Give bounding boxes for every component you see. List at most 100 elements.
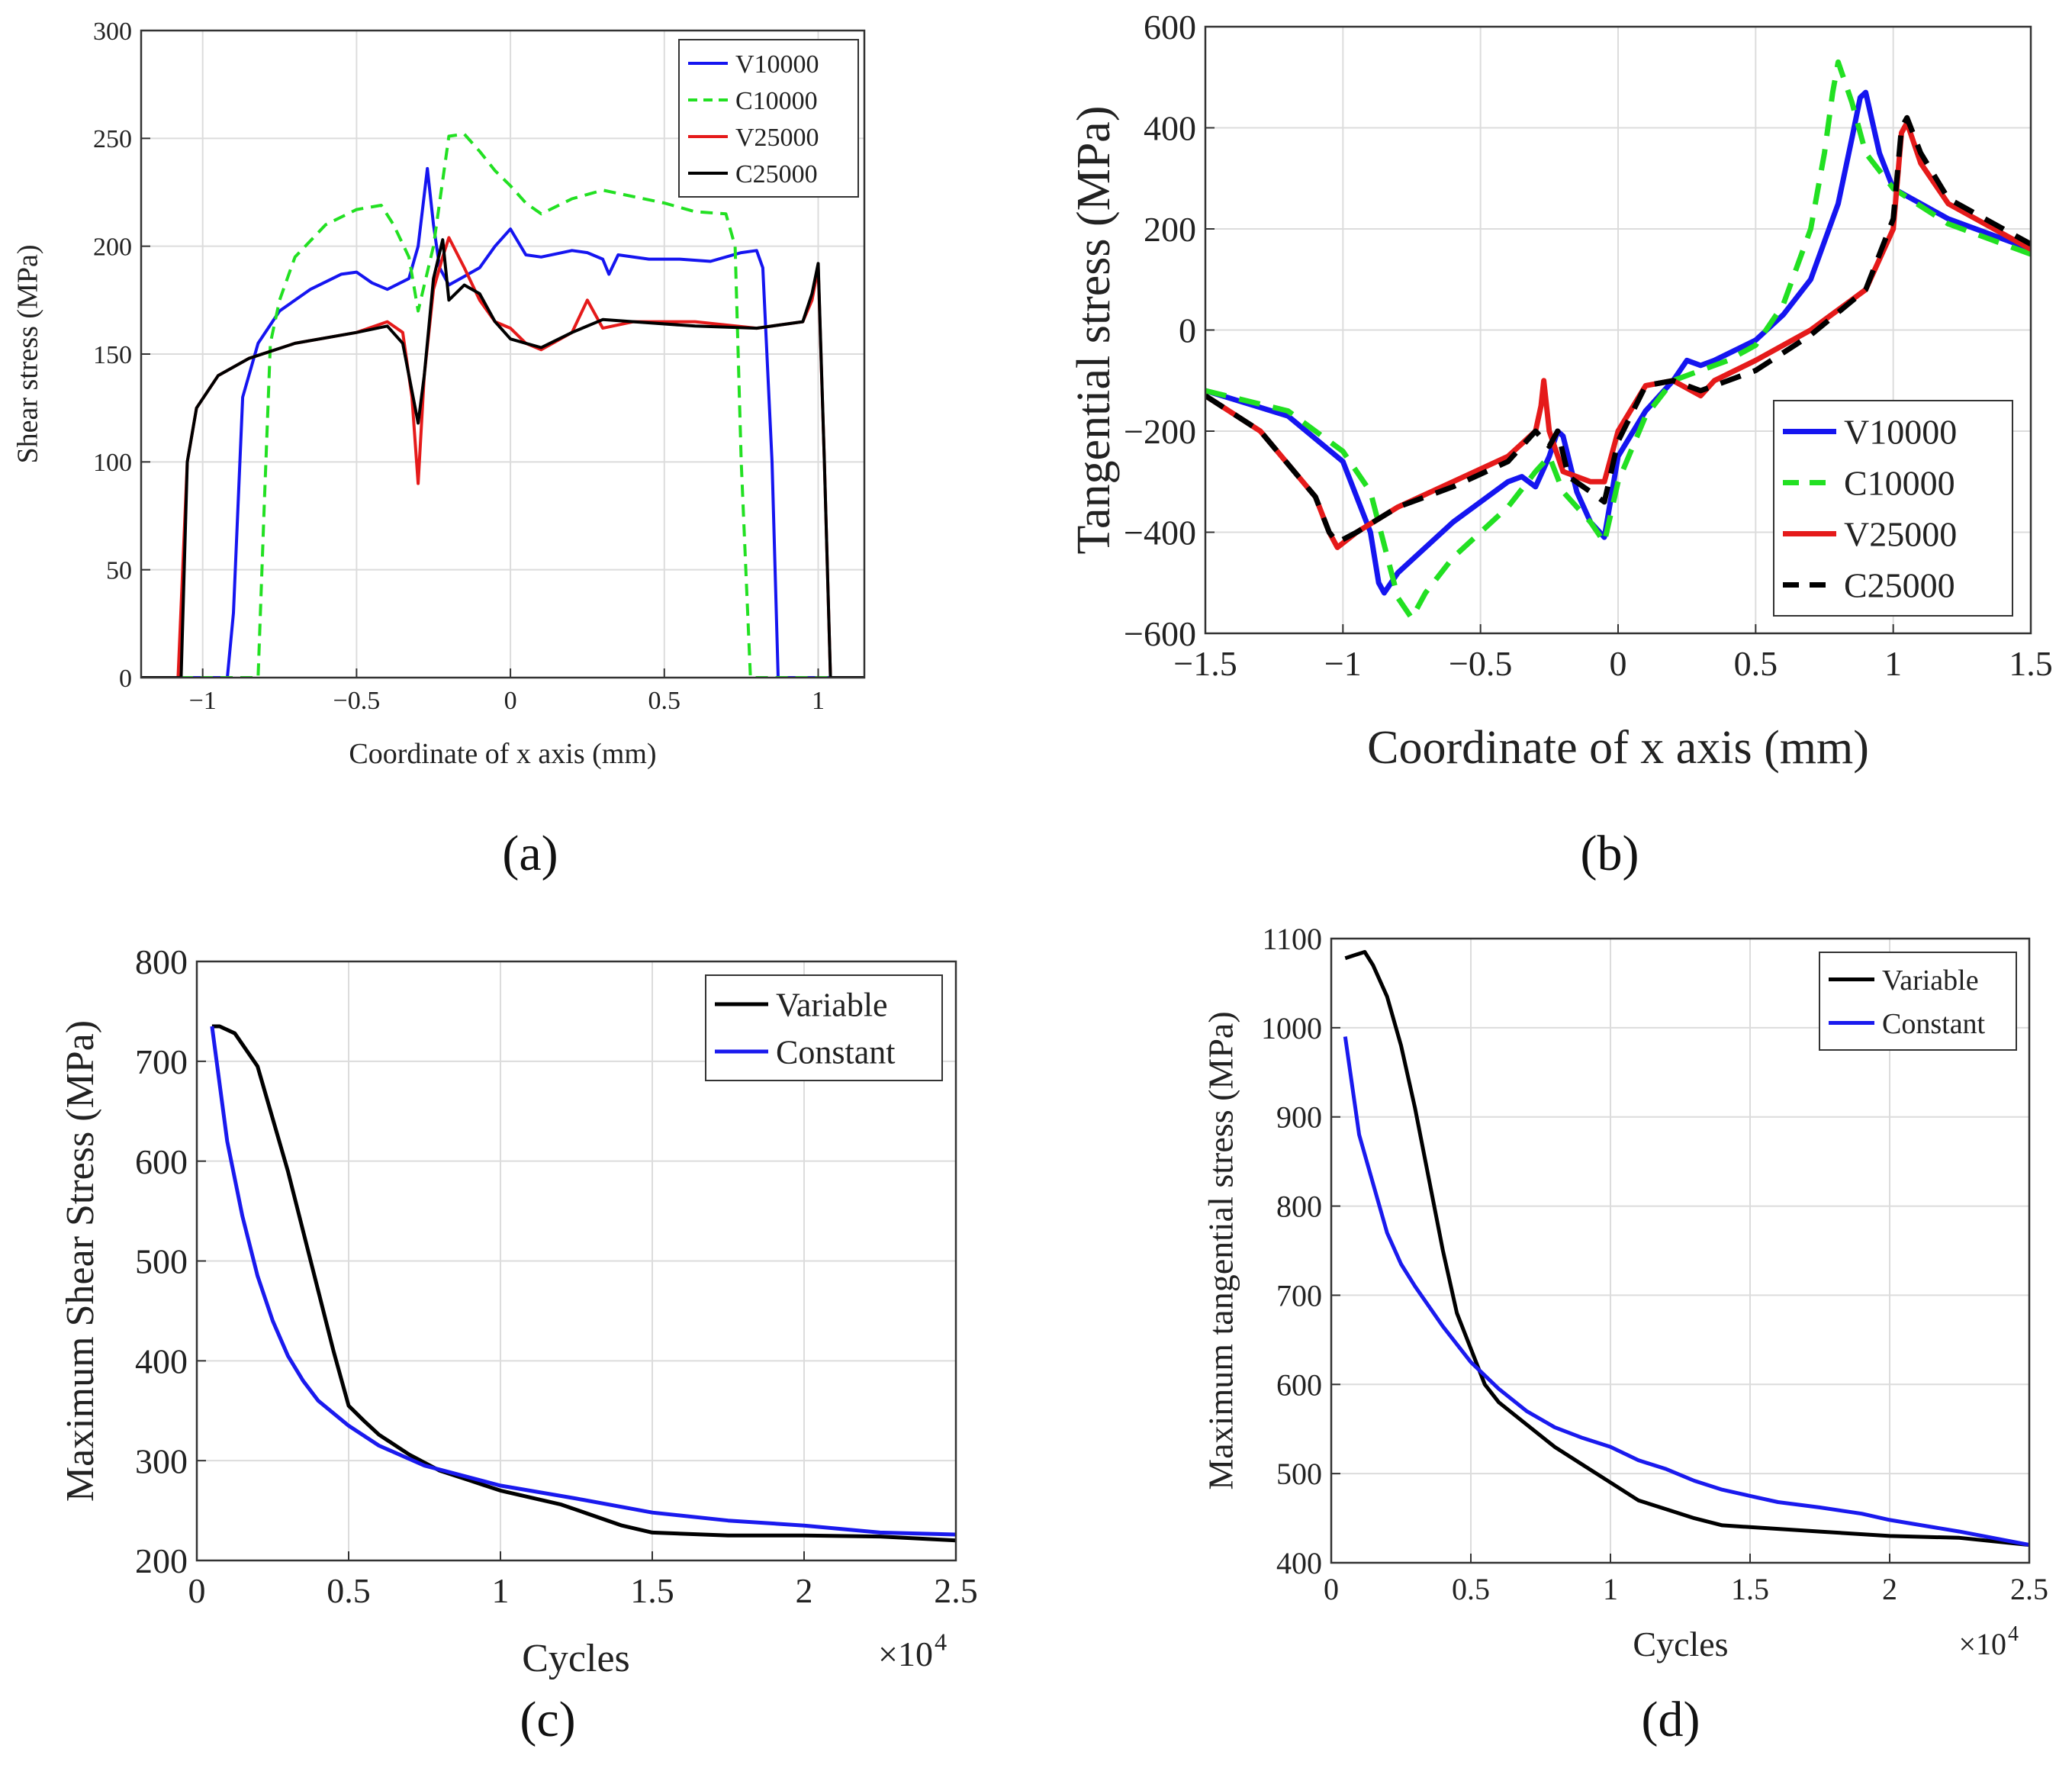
gridlines-d <box>1331 939 2029 1563</box>
caption-d: (d) <box>1642 1692 1700 1747</box>
x-tick-label-b: 1.5 <box>2009 644 2053 683</box>
y-tick-label-a: 100 <box>93 449 132 477</box>
x-tick-label-d: 0 <box>1324 1572 1339 1606</box>
y-tick-label-a: 50 <box>106 557 132 585</box>
y-tick-label-a: 250 <box>93 125 132 153</box>
x-axis-label-a: Coordinate of x axis (mm) <box>349 738 656 770</box>
y-tick-label-c: 200 <box>135 1541 188 1580</box>
y-tick-label-c: 800 <box>135 942 188 981</box>
y-tick-label-b: 600 <box>1144 8 1196 47</box>
series-line-a-c25000 <box>141 238 864 678</box>
x-tick-label-c: 1.5 <box>630 1571 674 1610</box>
x-tick-label-a: −0.5 <box>333 687 381 715</box>
y-tick-label-b: −600 <box>1124 614 1196 653</box>
y-axis-label-a: Shear stress (MPa) <box>12 244 44 463</box>
legend-box-a <box>678 39 859 198</box>
multiplier-c: ×10 <box>878 1634 933 1673</box>
legend-a: V10000 C10000 V25000 C25000 <box>678 39 859 198</box>
legend-label-b: C25000 <box>1844 566 1955 605</box>
plot-frame-d <box>1330 937 2031 1564</box>
series-line-a-c10000 <box>141 132 864 678</box>
x-axis-label-d: Cycles <box>1633 1625 1728 1663</box>
legend-box-b <box>1773 400 2013 617</box>
series-group-b <box>1205 59 2031 621</box>
x-tick-label-d: 2 <box>1882 1572 1897 1606</box>
x-tick-label-a: −1 <box>189 687 217 715</box>
y-tick-label-d: 900 <box>1276 1100 1322 1135</box>
panel-c: (c) 0 0.5 1 1.5 2 2.5 200 300 400 500 600 700 800 Cyc… <box>59 942 978 1747</box>
x-tick-label-d: 1.5 <box>1731 1572 1769 1606</box>
legend-label-d: Variable <box>1882 965 1979 997</box>
y-tick-label-b: −200 <box>1124 412 1196 451</box>
x-tick-label-a: 0 <box>504 687 517 715</box>
y-axis-label-d: Maximum tangential stress (MPa) <box>1202 1011 1240 1490</box>
x-tick-label-c: 0 <box>188 1571 206 1610</box>
legend-label-b: V10000 <box>1844 413 1957 452</box>
series-line-c-constant <box>210 1026 956 1537</box>
panel-d: (d) 0 0.5 1 1.5 2 2.5 400 500 600 700 800 900 1000 11… <box>1202 922 2048 1747</box>
legend-b: V10000 C10000 V25000 C25000 <box>1773 400 2013 617</box>
legend-label-b: V25000 <box>1844 515 1957 554</box>
legend-label-b: C10000 <box>1844 464 1955 503</box>
y-tick-label-b: 200 <box>1144 210 1196 249</box>
panel-b: (b) −1.5 −1 −0.5 0 0.5 1 1.5 −600 −400 −200 0 200 40… <box>1068 8 2053 881</box>
y-tick-label-d: 1100 <box>1262 922 1322 956</box>
legend-label-c: Variable <box>776 986 888 1023</box>
x-tick-label-d: 1 <box>1603 1572 1618 1606</box>
x-tick-label-a: 0.5 <box>648 687 681 715</box>
multiplier-exponent-c: 4 <box>935 1628 947 1655</box>
legend-label-a: V10000 <box>735 50 819 79</box>
caption-c: (c) <box>520 1692 575 1747</box>
x-tick-label-d: 0.5 <box>1452 1572 1490 1606</box>
y-axis-label-c: Maximum Shear Stress (MPa) <box>59 1020 102 1502</box>
y-tick-label-a: 0 <box>119 665 132 693</box>
caption-a: (a) <box>502 826 558 881</box>
x-axis-label-c: Cycles <box>522 1637 630 1680</box>
caption-b: (b) <box>1581 826 1639 881</box>
x-axis-label-b: Coordinate of x axis (mm) <box>1367 722 1869 774</box>
legend-label-d: Constant <box>1882 1008 1986 1040</box>
y-tick-label-d: 1000 <box>1261 1011 1322 1045</box>
series-line-b-v10000 <box>1205 89 2031 596</box>
x-tick-label-b: −0.5 <box>1449 644 1512 683</box>
y-tick-label-c: 300 <box>135 1441 188 1480</box>
y-tick-label-b: 0 <box>1179 311 1196 350</box>
y-tick-label-d: 700 <box>1276 1278 1322 1312</box>
multiplier-exponent-d: 4 <box>2008 1622 2019 1646</box>
legend-label-c: Constant <box>776 1033 895 1071</box>
y-tick-label-d: 400 <box>1276 1546 1322 1580</box>
x-tick-label-c: 2 <box>796 1571 813 1610</box>
y-tick-label-b: 400 <box>1144 109 1196 148</box>
legend-label-a: C10000 <box>735 87 818 115</box>
legend-c: Variable Constant <box>705 974 943 1081</box>
y-tick-label-c: 600 <box>135 1142 188 1181</box>
series-line-c-variable <box>211 1024 956 1543</box>
legend-box-d <box>1819 952 2017 1051</box>
series-line-a-v10000 <box>141 166 864 678</box>
y-axis-label-b: Tangential stress (MPa) <box>1068 106 1120 555</box>
y-tick-label-d: 500 <box>1276 1457 1322 1491</box>
y-tick-label-a: 150 <box>93 341 132 369</box>
x-tick-label-c: 1 <box>492 1571 510 1610</box>
series-line-a-v25000 <box>141 236 864 678</box>
x-tick-label-b: −1 <box>1324 644 1362 683</box>
series-line-d-constant <box>1343 1036 2029 1548</box>
y-tick-label-d: 800 <box>1276 1190 1322 1224</box>
series-group-a <box>141 132 864 678</box>
x-tick-label-b: 0 <box>1610 644 1627 683</box>
x-tick-label-b: 0.5 <box>1734 644 1778 683</box>
legend-box-c <box>705 974 943 1081</box>
y-tick-label-b: −400 <box>1124 514 1196 552</box>
x-tick-label-c: 2.5 <box>934 1571 978 1610</box>
y-tick-label-c: 500 <box>135 1242 188 1281</box>
y-tick-label-c: 400 <box>135 1341 188 1380</box>
multiplier-d: ×10 <box>1958 1627 2006 1661</box>
x-tick-label-b: −1.5 <box>1173 644 1237 683</box>
x-tick-label-d: 2.5 <box>2010 1572 2048 1606</box>
y-tick-label-d: 600 <box>1276 1367 1322 1402</box>
series-group-c <box>210 1024 956 1543</box>
panel-a: (a) −1 −0.5 0 0.5 1 0 50 100 150 200 250 300 Coordin… <box>12 18 866 881</box>
series-line-d-variable <box>1344 950 2029 1548</box>
y-tick-label-a: 200 <box>93 233 132 262</box>
